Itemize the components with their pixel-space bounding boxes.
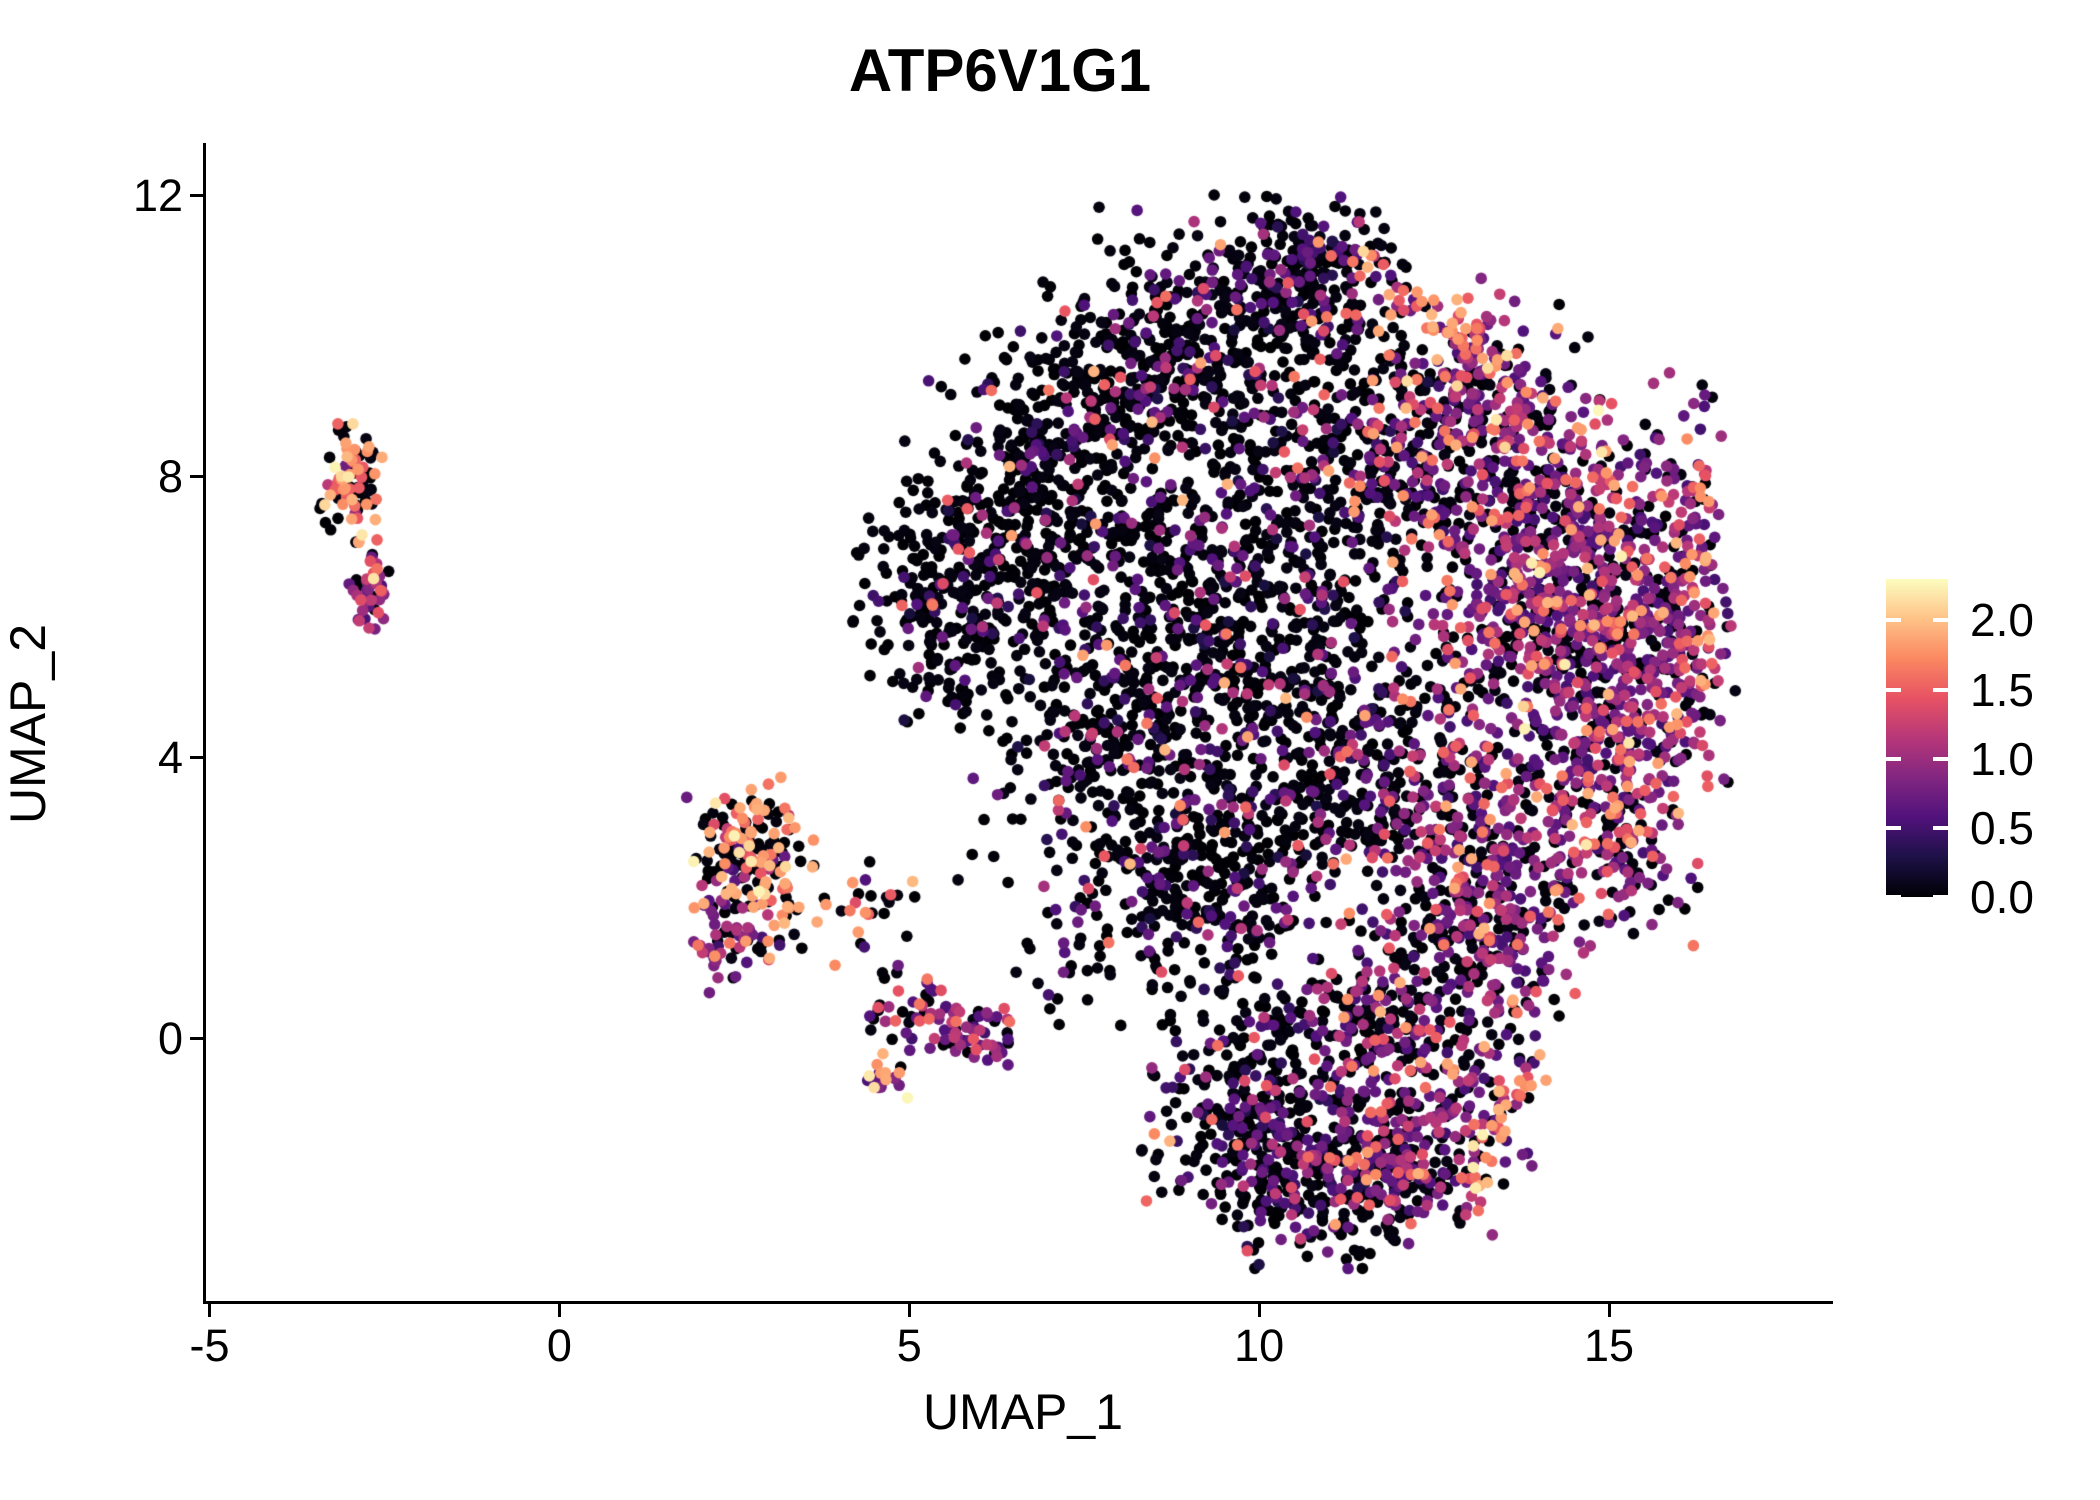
- colorbar-tick-label: 0.0: [1970, 871, 2034, 923]
- colorbar-tick-mark: [1886, 618, 1901, 623]
- colorbar-tick-mark: [1933, 825, 1948, 830]
- chart-title: ATP6V1G1: [848, 37, 1152, 104]
- x-axis-line: [203, 1301, 1833, 1304]
- colorbar-tick-mark: [1886, 825, 1901, 830]
- x-tick-label: -5: [189, 1320, 230, 1371]
- x-tick-label: 0: [546, 1320, 572, 1371]
- x-tick-label: 5: [896, 1320, 922, 1371]
- colorbar-tick-label: 0.5: [1970, 801, 2034, 854]
- y-tick-mark: [190, 194, 203, 198]
- y-axis-line: [203, 143, 206, 1304]
- colorbar-tick-mark: [1933, 687, 1948, 692]
- y-tick-label: 8: [157, 450, 183, 502]
- x-tick-mark: [1607, 1304, 1611, 1317]
- y-tick-label: 12: [132, 169, 183, 221]
- colorbar-legend: [1886, 579, 1948, 899]
- colorbar-tick-mark: [1886, 756, 1901, 761]
- colorbar-tick-mark: [1933, 895, 1948, 899]
- y-tick-label: 4: [157, 731, 183, 783]
- colorbar-tick-label: 1.0: [1970, 732, 2034, 785]
- y-axis-title: UMAP_2: [0, 623, 56, 825]
- colorbar-tick-label: 2.0: [1970, 594, 2034, 647]
- y-tick-mark: [190, 1037, 203, 1041]
- x-tick-mark: [907, 1304, 911, 1317]
- colorbar-tick-mark: [1886, 895, 1901, 899]
- colorbar-tick-mark: [1933, 618, 1948, 623]
- y-tick-label: 0: [157, 1012, 183, 1064]
- colorbar-tick-mark: [1886, 687, 1901, 692]
- x-tick-label: 10: [1234, 1320, 1285, 1371]
- x-tick-label: 15: [1584, 1320, 1635, 1371]
- x-tick-mark: [557, 1304, 561, 1317]
- colorbar-tick-label: 1.5: [1970, 663, 2034, 716]
- y-tick-mark: [190, 756, 203, 760]
- y-tick-mark: [190, 475, 203, 479]
- x-tick-mark: [207, 1304, 211, 1317]
- x-axis-title: UMAP_1: [922, 1384, 1124, 1440]
- x-tick-mark: [1257, 1304, 1261, 1317]
- colorbar-tick-mark: [1933, 756, 1948, 761]
